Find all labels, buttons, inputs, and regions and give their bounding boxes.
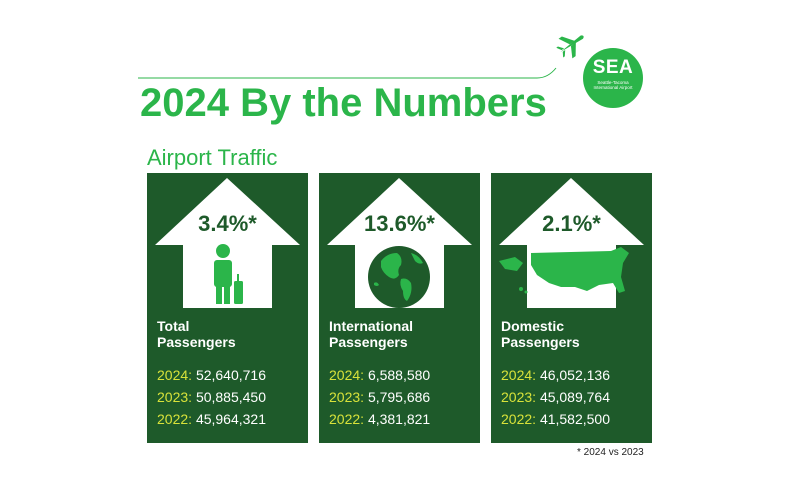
stat-row: 2024: 52,640,716 — [157, 364, 266, 386]
percent-change: 3.4%* — [198, 211, 257, 236]
card-domestic-passengers: 2.1%* Domestic Passengers 2024: 46,052,1… — [491, 173, 652, 443]
stat-row: 2023: 5,795,686 — [329, 386, 430, 408]
airplane-icon — [556, 35, 584, 59]
card-label-line2: Passengers — [501, 334, 580, 350]
usa-map-icon — [499, 247, 629, 294]
percent-change: 13.6%* — [364, 211, 435, 236]
stat-year: 2023: — [329, 389, 365, 405]
up-arrow-graphic — [499, 178, 644, 308]
stat-row: 2023: 50,885,450 — [157, 386, 266, 408]
yearly-stats: 2024: 52,640,716 2023: 50,885,450 2022: … — [157, 364, 266, 430]
globe-icon — [368, 246, 430, 308]
card-label: Total Passengers — [157, 318, 302, 350]
stat-row: 2024: 46,052,136 — [501, 364, 610, 386]
card-label-line2: Passengers — [329, 334, 408, 350]
yearly-stats: 2024: 46,052,136 2023: 45,089,764 2022: … — [501, 364, 610, 430]
logo-code: SEA — [592, 57, 634, 78]
card-label-line2: Passengers — [157, 334, 236, 350]
stat-value: 45,089,764 — [539, 389, 611, 405]
stat-value: 45,964,321 — [195, 411, 267, 427]
stat-year: 2024: — [501, 367, 537, 383]
stat-year: 2023: — [157, 389, 193, 405]
stat-row: 2022: 4,381,821 — [329, 408, 430, 430]
stat-year: 2024: — [329, 367, 365, 383]
stat-value: 6,588,580 — [367, 367, 431, 383]
percent-change: 2.1%* — [542, 211, 601, 236]
stat-row: 2022: 41,582,500 — [501, 408, 610, 430]
stat-value: 41,582,500 — [539, 411, 611, 427]
stat-value: 52,640,716 — [195, 367, 267, 383]
card-label-line1: Total — [157, 318, 190, 334]
up-arrow-graphic — [155, 178, 300, 308]
page-title: 2024 By the Numbers — [140, 81, 547, 125]
traveler-icon — [214, 244, 243, 304]
stat-value: 4,381,821 — [367, 411, 431, 427]
card-label: Domestic Passengers — [501, 318, 646, 350]
stat-row: 2024: 6,588,580 — [329, 364, 430, 386]
stat-year: 2022: — [329, 411, 365, 427]
sea-airport-logo: SEA Seattle-Tacoma International Airport — [583, 48, 643, 108]
stat-value: 50,885,450 — [195, 389, 267, 405]
stat-row: 2022: 45,964,321 — [157, 408, 266, 430]
card-label-line1: Domestic — [501, 318, 565, 334]
logo-airport-name: Seattle-Tacoma International Airport — [593, 80, 633, 90]
stat-year: 2024: — [157, 367, 193, 383]
stat-year: 2023: — [501, 389, 537, 405]
stat-value: 46,052,136 — [539, 367, 611, 383]
stat-year: 2022: — [157, 411, 193, 427]
card-label: International Passengers — [329, 318, 474, 350]
card-international-passengers: 13.6%* International Passengers 2024: 6,… — [319, 173, 480, 443]
card-total-passengers: 3.4%* Total Passengers 2024: 52,640,716 … — [147, 173, 308, 443]
yearly-stats: 2024: 6,588,580 2023: 5,795,686 2022: 4,… — [329, 364, 430, 430]
footnote: * 2024 vs 2023 — [577, 447, 644, 458]
section-title: Airport Traffic — [147, 145, 278, 170]
card-label-line1: International — [329, 318, 414, 334]
stat-value: 5,795,686 — [367, 389, 431, 405]
up-arrow-graphic — [327, 178, 472, 308]
stat-year: 2022: — [501, 411, 537, 427]
stat-row: 2023: 45,089,764 — [501, 386, 610, 408]
